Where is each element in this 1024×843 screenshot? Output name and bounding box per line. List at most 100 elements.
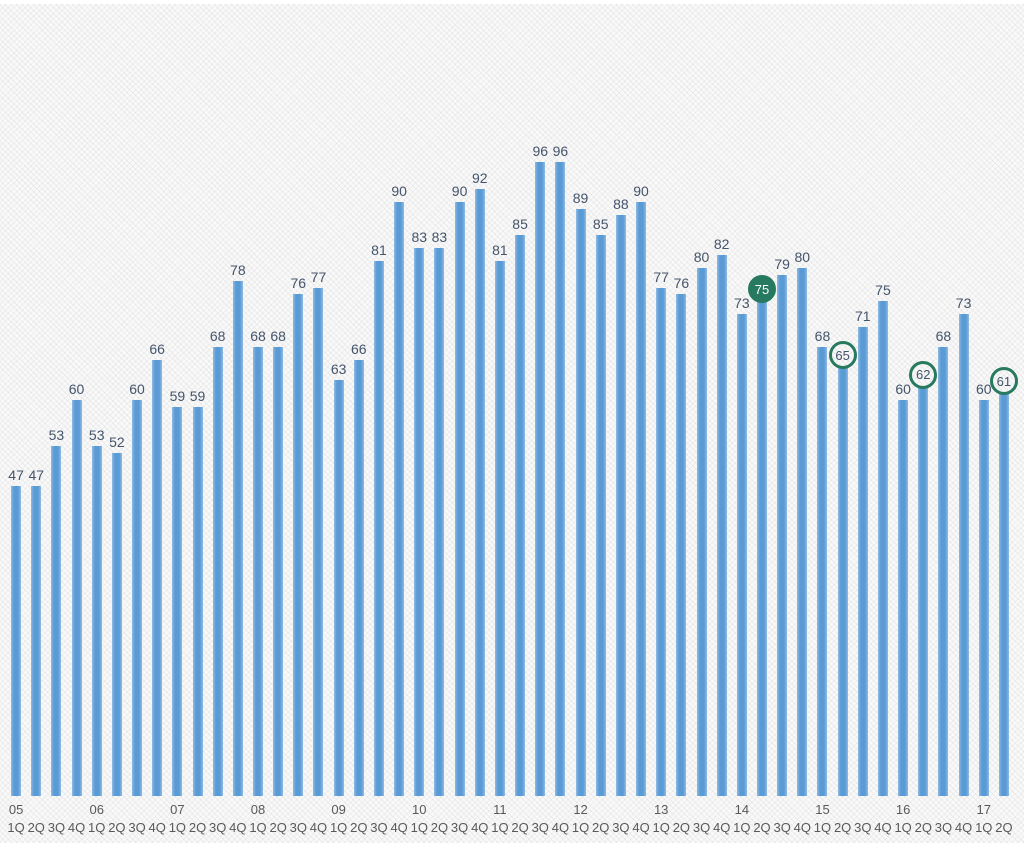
axis-quarter-label-13-1Q: 1Q (652, 820, 670, 835)
bar-05-2Q (31, 485, 42, 796)
value-label-13-4Q: 82 (713, 235, 730, 252)
bar-12-1Q (575, 208, 586, 796)
bar-10-3Q (454, 202, 465, 796)
axis-quarter-label-06-3Q: 3Q (128, 820, 146, 835)
axis-year-label-11: 11 (493, 802, 507, 817)
axis-quarter-label-12-3Q: 3Q (612, 820, 630, 835)
bar-05-1Q (11, 485, 22, 796)
bar-09-1Q (333, 380, 344, 796)
bar-12-2Q (595, 235, 606, 796)
bar-17-1Q (978, 400, 989, 796)
axis-quarter-label-05-1Q: 1Q (7, 820, 25, 835)
value-label-17-1Q: 60 (975, 381, 992, 397)
highlight-circle-17-2Q: 61 (989, 367, 1018, 396)
bar-07-2Q (192, 406, 203, 796)
value-label-16-4Q: 73 (955, 295, 972, 312)
axis-quarter-label-14-4Q: 4Q (793, 820, 811, 835)
axis-quarter-label-13-4Q: 4Q (713, 820, 731, 835)
bar-05-3Q (51, 446, 62, 796)
axis-quarter-label-16-4Q: 4Q (954, 820, 973, 835)
bar-15-2Q (837, 367, 848, 796)
axis-quarter-label-08-4Q: 4Q (309, 820, 328, 835)
axis-quarter-label-08-2Q: 2Q (269, 820, 287, 835)
value-label-05-2Q: 47 (28, 466, 45, 483)
bar-08-3Q (293, 294, 304, 796)
value-label-09-1Q: 63 (330, 361, 347, 378)
value-label-08-2Q: 68 (270, 328, 286, 345)
highlight-circle-15-2Q: 65 (828, 341, 857, 369)
axis-quarter-label-08-3Q: 3Q (289, 820, 307, 835)
value-label-12-1Q: 89 (572, 189, 589, 206)
value-label-15-1Q: 68 (814, 328, 831, 345)
bar-08-1Q (253, 347, 263, 796)
value-label-12-4Q: 90 (633, 183, 649, 199)
axis-quarter-label-17-2Q: 2Q (995, 820, 1013, 835)
value-label-05-4Q: 60 (68, 381, 85, 397)
bar-16-1Q (898, 400, 909, 796)
bar-14-1Q (736, 314, 747, 796)
value-label-14-1Q: 73 (734, 295, 750, 312)
bar-11-4Q (555, 162, 566, 796)
axis-year-label-10: 10 (412, 802, 427, 817)
value-label-09-3Q: 81 (371, 242, 387, 259)
axis-quarter-label-17-1Q: 1Q (975, 820, 993, 835)
axis-quarter-label-09-1Q: 1Q (329, 820, 348, 835)
bar-08-4Q (313, 287, 324, 796)
axis-year-label-09: 09 (331, 802, 346, 817)
value-label-11-1Q: 81 (492, 242, 508, 259)
axis-quarter-label-13-2Q: 2Q (672, 820, 691, 835)
axis-quarter-label-09-3Q: 3Q (370, 820, 388, 835)
value-label-05-3Q: 53 (48, 427, 65, 444)
bar-12-4Q (636, 202, 647, 796)
bar-14-4Q (797, 268, 808, 796)
axis-year-label-15: 15 (815, 802, 830, 817)
bar-16-4Q (958, 314, 969, 796)
axis-quarter-label-14-3Q: 3Q (773, 820, 791, 835)
value-label-05-1Q: 47 (8, 466, 24, 483)
value-label-06-1Q: 53 (88, 427, 105, 444)
value-label-13-2Q: 76 (673, 275, 690, 292)
chart-background-texture (0, 4, 1024, 843)
axis-quarter-label-05-2Q: 2Q (27, 820, 45, 835)
bar-16-2Q (918, 386, 929, 796)
value-label-12-3Q: 88 (613, 196, 629, 213)
axis-quarter-label-10-4Q: 4Q (471, 820, 489, 835)
axis-quarter-label-09-2Q: 2Q (350, 820, 368, 835)
axis-year-label-07: 07 (170, 802, 185, 817)
value-label-13-3Q: 80 (693, 249, 710, 265)
bar-15-3Q (857, 327, 868, 796)
value-label-10-1Q: 83 (411, 229, 428, 246)
axis-year-label-13: 13 (653, 802, 669, 817)
axis-quarter-label-10-1Q: 1Q (410, 820, 428, 835)
axis-quarter-label-11-4Q: 4Q (551, 820, 570, 835)
value-label-10-4Q: 92 (471, 169, 488, 186)
axis-quarter-label-05-4Q: 4Q (67, 820, 86, 835)
axis-year-label-17: 17 (976, 802, 991, 817)
bar-15-4Q (877, 301, 888, 796)
value-label-06-4Q: 66 (149, 341, 165, 358)
bar-13-1Q (656, 287, 667, 796)
axis-year-label-14: 14 (734, 802, 750, 817)
axis-quarter-label-07-4Q: 4Q (229, 820, 247, 835)
value-label-10-3Q: 90 (451, 183, 468, 199)
bar-14-2Q (757, 301, 767, 796)
axis-quarter-label-07-1Q: 1Q (168, 820, 187, 835)
value-label-08-4Q: 77 (310, 268, 327, 285)
axis-year-label-08: 08 (250, 802, 266, 817)
axis-quarter-label-16-1Q: 1Q (894, 820, 912, 835)
value-label-14-3Q: 79 (774, 255, 790, 272)
axis-quarter-label-06-4Q: 4Q (148, 820, 166, 835)
bar-07-3Q (212, 347, 223, 796)
value-label-11-4Q: 96 (552, 143, 569, 160)
value-label-11-2Q: 85 (512, 216, 528, 232)
value-label-15-4Q: 75 (875, 282, 891, 298)
value-label-16-1Q: 60 (895, 381, 911, 397)
axis-quarter-label-07-2Q: 2Q (188, 820, 207, 835)
bar-10-1Q (414, 248, 425, 796)
axis-year-label-05: 05 (8, 802, 24, 817)
bar-07-4Q (232, 281, 243, 796)
value-label-13-1Q: 77 (653, 268, 669, 285)
axis-quarter-label-16-2Q: 2Q (914, 820, 932, 835)
bar-06-3Q (132, 400, 143, 796)
axis-quarter-label-05-3Q: 3Q (47, 820, 66, 835)
